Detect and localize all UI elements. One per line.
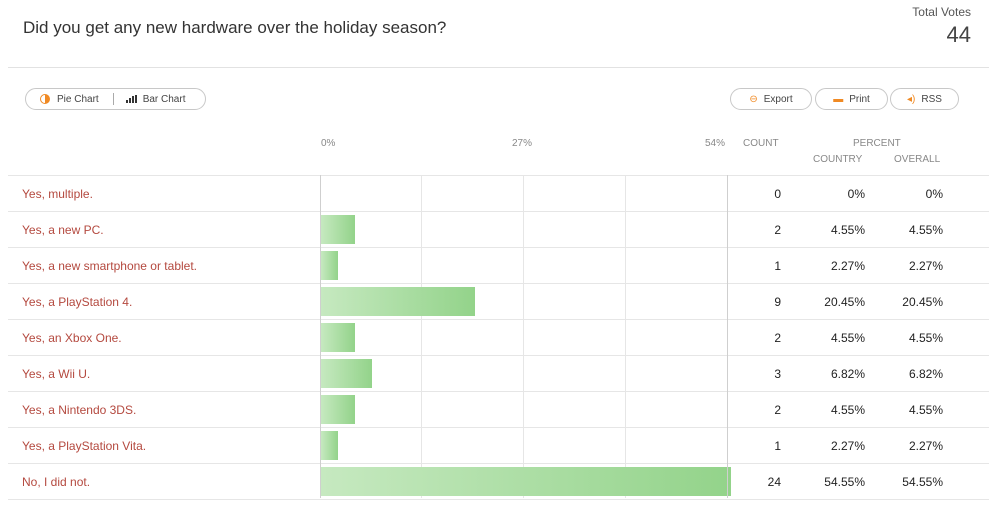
answer-label[interactable]: Yes, a PlayStation 4. (22, 295, 133, 309)
export-button[interactable]: ⊖ Export (730, 88, 812, 110)
total-votes-label: Total Votes (912, 5, 971, 19)
axis-line (320, 175, 321, 498)
table-row: No, I did not. 24 54.55% 54.55% (8, 463, 989, 500)
answer-label[interactable]: Yes, a new PC. (22, 223, 104, 237)
overall-percent: 2.27% (908, 259, 943, 273)
result-bar (321, 359, 373, 388)
result-bar (321, 395, 356, 424)
rss-label: RSS (921, 93, 942, 105)
overall-percent: 0% (925, 187, 943, 201)
rss-button[interactable]: ◂) RSS (890, 88, 959, 110)
gridline (421, 175, 422, 498)
vote-count: 9 (774, 295, 781, 309)
chart-type-toggle: Pie Chart Bar Chart (25, 88, 206, 110)
axis-line (727, 175, 728, 498)
overall-percent: 4.55% (908, 331, 943, 345)
result-bar (321, 251, 339, 280)
pie-chart-label: Pie Chart (57, 93, 99, 105)
overall-percent: 4.55% (908, 403, 943, 417)
overall-percent: 6.82% (908, 367, 943, 381)
table-row: Yes, an Xbox One. 2 4.55% 4.55% (8, 319, 989, 355)
answer-label[interactable]: Yes, a new smartphone or tablet. (22, 259, 197, 273)
bar-chart-label: Bar Chart (142, 93, 186, 105)
country-header[interactable]: COUNTRY (813, 154, 863, 165)
overall-percent: 54.55% (902, 475, 943, 489)
bar-chart-icon (125, 95, 137, 103)
country-percent: 4.55% (830, 331, 865, 345)
overall-header[interactable]: OVERALL (894, 154, 941, 165)
table-row: Yes, a Wii U. 3 6.82% 6.82% (8, 355, 989, 391)
table-row: Yes, a new smartphone or tablet. 1 2.27% 2.… (8, 247, 989, 283)
overall-percent: 20.45% (902, 295, 943, 309)
count-header[interactable]: COUNT (743, 138, 779, 149)
poll-question: Did you get any new hardware over the ho… (23, 18, 447, 37)
toggle-divider (112, 93, 114, 105)
country-percent: 0% (847, 187, 865, 201)
print-button[interactable]: ▬ Print (815, 88, 888, 110)
vote-count: 2 (774, 331, 781, 345)
axis-tick-min: 0% (321, 138, 336, 149)
table-row: Yes, a PlayStation Vita. 1 2.27% 2.27% (8, 427, 989, 463)
country-percent: 4.55% (830, 223, 865, 237)
country-percent: 2.27% (830, 259, 865, 273)
axis-tick-max: 54% (705, 138, 726, 149)
answer-label[interactable]: No, I did not. (22, 475, 91, 489)
gridline (625, 175, 626, 498)
vote-count: 1 (774, 439, 781, 453)
results-table: Yes, multiple. 0 0% 0% Yes, a new PC. 2 4.55% 4… (8, 175, 989, 500)
print-label: Print (849, 93, 870, 105)
pie-chart-icon (40, 94, 50, 104)
country-percent: 4.55% (830, 403, 865, 417)
vote-count: 2 (774, 223, 781, 237)
export-label: Export (763, 93, 793, 105)
total-votes-count: 44 (946, 22, 971, 47)
country-percent: 6.82% (830, 367, 865, 381)
result-bar (321, 287, 475, 316)
answer-label[interactable]: Yes, an Xbox One. (22, 331, 122, 345)
vote-count: 3 (774, 367, 781, 381)
result-bar (321, 215, 356, 244)
rss-icon: ◂) (907, 93, 916, 105)
answer-label[interactable]: Yes, multiple. (22, 187, 93, 201)
country-percent: 2.27% (830, 439, 865, 453)
axis-tick-mid: 27% (512, 138, 533, 149)
table-row: Yes, multiple. 0 0% 0% (8, 175, 989, 211)
answer-label[interactable]: Yes, a Wii U. (22, 367, 91, 381)
result-bar (321, 467, 732, 496)
overall-percent: 2.27% (908, 439, 943, 453)
table-row: Yes, a Nintendo 3DS. 2 4.55% 4.55% (8, 391, 989, 427)
export-icon: ⊖ (749, 93, 758, 105)
bar-chart-button[interactable]: Bar Chart (114, 93, 186, 105)
gridline (523, 175, 524, 498)
vote-count: 0 (774, 187, 781, 201)
vote-count: 1 (774, 259, 781, 273)
table-row: Yes, a new PC. 2 4.55% 4.55% (8, 211, 989, 247)
country-percent: 54.55% (824, 475, 865, 489)
pie-chart-button[interactable]: Pie Chart (26, 94, 99, 105)
table-row: Yes, a PlayStation 4. 9 20.45% 20.45% (8, 283, 989, 319)
divider (8, 67, 989, 68)
vote-count: 24 (767, 475, 781, 489)
vote-count: 2 (774, 403, 781, 417)
overall-percent: 4.55% (908, 223, 943, 237)
country-percent: 20.45% (824, 295, 865, 309)
answer-label[interactable]: Yes, a PlayStation Vita. (22, 439, 147, 453)
answer-label[interactable]: Yes, a Nintendo 3DS. (22, 403, 137, 417)
result-bar (321, 323, 356, 352)
percent-header: PERCENT (853, 138, 901, 149)
printer-icon: ▬ (833, 93, 844, 105)
result-bar (321, 431, 339, 460)
